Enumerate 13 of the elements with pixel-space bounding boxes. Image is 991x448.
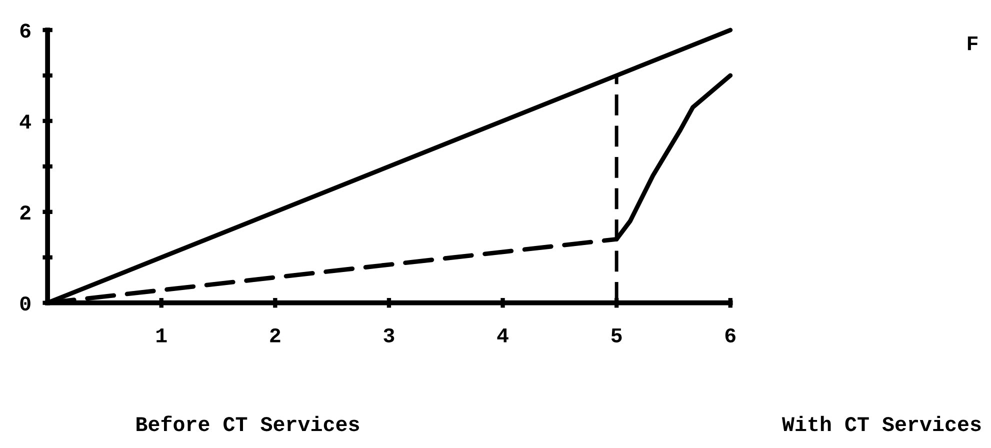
text: With CT Services (782, 416, 981, 432)
x-tick-label: 1 (156, 328, 167, 342)
x-tick-label: 6 (725, 328, 736, 342)
y-tick-label: 4 (20, 114, 31, 129)
x-tick-label: 3 (384, 328, 394, 342)
y-tick-label: 6 (20, 24, 30, 38)
text: Before CT Services (136, 416, 359, 432)
x-tick-label: 5 (611, 328, 622, 342)
x-tick-label: 4 (497, 328, 508, 342)
x-tick-label: 2 (270, 328, 280, 342)
text: F (968, 36, 978, 50)
y-tick-label: 0 (20, 296, 30, 311)
y-tick-label: 2 (20, 206, 30, 220)
